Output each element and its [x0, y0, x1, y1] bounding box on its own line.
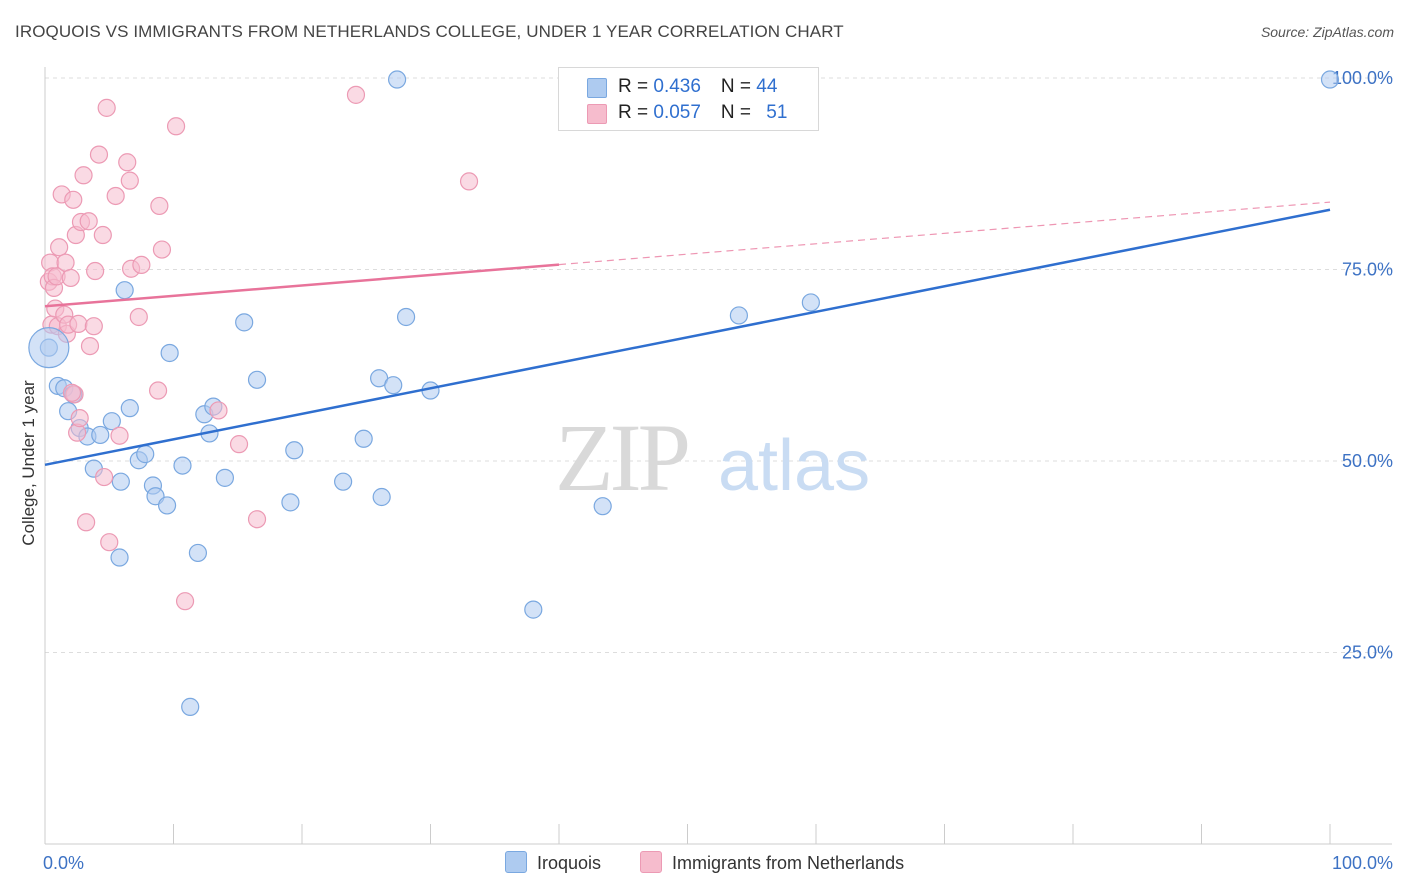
r-value: 0.057 [653, 102, 701, 123]
netherlands-point [209, 401, 228, 420]
netherlands-point [84, 317, 103, 336]
iroquois-point [334, 472, 353, 491]
iroquois-point [372, 487, 391, 507]
iroquois-point [396, 307, 416, 327]
netherlands-point [229, 435, 249, 454]
netherlands-point [56, 253, 75, 272]
iroquois-legend-label: Iroquois [537, 853, 602, 873]
netherlands-point [79, 212, 98, 231]
iroquois-point [215, 468, 234, 487]
netherlands-point [80, 337, 100, 356]
netherlands-point [118, 153, 137, 172]
netherlands-point [150, 196, 169, 216]
x-tick-label: 0.0% [43, 853, 84, 873]
netherlands-point [148, 381, 168, 400]
y-axis-label: College, Under 1 year [19, 380, 38, 546]
iroquois-point [136, 445, 155, 464]
y-tick-label: 25.0% [1342, 643, 1393, 663]
iroquois-legend-swatch [505, 851, 527, 873]
r-label: R = [618, 102, 654, 123]
netherlands-point [459, 172, 479, 191]
iroquois-trend-line [44, 208, 1331, 467]
netherlands-point [132, 255, 151, 275]
netherlands-legend-swatch [640, 851, 662, 873]
n-value: 44 [756, 76, 778, 97]
bottom-legend-netherlands: Immigrants from Netherlands [640, 851, 904, 874]
netherlands-point [110, 426, 129, 445]
iroquois-point [384, 376, 403, 395]
correlation-legend: R = 0.436 N = 44 R = 0.057 N = 51 [558, 67, 819, 131]
netherlands-swatch [587, 104, 607, 124]
netherlands-point [120, 171, 139, 190]
iroquois-point [285, 441, 304, 460]
netherlands-point [129, 307, 148, 327]
netherlands-point [106, 186, 125, 206]
chart-title: IROQUOIS VS IMMIGRANTS FROM NETHERLANDS … [15, 22, 844, 41]
iroquois-point [181, 697, 200, 716]
r-value: 0.436 [653, 76, 701, 97]
n-label: N = [720, 102, 757, 123]
iroquois-point [188, 543, 208, 563]
source-credit: Source: ZipAtlas.com [1260, 24, 1394, 40]
iroquois-point [354, 429, 373, 448]
iroquois-point [120, 399, 139, 418]
iroquois-point [157, 496, 177, 515]
iroquois-point [160, 343, 179, 363]
netherlands-point [95, 467, 114, 487]
netherlands-point [346, 85, 366, 104]
y-tick-label: 100.0% [1332, 68, 1393, 88]
watermark-zip: ZIP [555, 404, 688, 511]
watermark-atlas: atlas [718, 426, 870, 506]
iroquois-point [102, 412, 121, 431]
r-label: R = [618, 76, 654, 97]
iroquois-point [593, 497, 612, 516]
iroquois-point [235, 313, 254, 332]
netherlands-trend-line-extension [558, 201, 1331, 266]
netherlands-point [64, 190, 83, 209]
x-tick-label: 100.0% [1332, 853, 1393, 873]
iroquois-point [91, 425, 110, 445]
iroquois-point [801, 293, 820, 312]
iroquois-point [1320, 70, 1340, 89]
netherlands-point [97, 98, 116, 117]
iroquois-point [111, 472, 130, 491]
netherlands-point [50, 238, 69, 257]
iroquois-point [281, 493, 300, 512]
netherlands-point [61, 268, 80, 288]
netherlands-point [100, 533, 119, 552]
netherlands-legend-label: Immigrants from Netherlands [672, 853, 905, 873]
n-label: N = [720, 76, 757, 97]
y-tick-label: 50.0% [1342, 451, 1393, 471]
netherlands-point [62, 383, 82, 402]
iroquois-point [115, 281, 134, 300]
netherlands-point [77, 513, 96, 532]
netherlands-point [152, 240, 172, 259]
iroquois-point [524, 600, 543, 619]
netherlands-point [69, 314, 88, 333]
iroquois-point [387, 70, 407, 89]
netherlands-point [86, 261, 105, 281]
y-tick-label: 75.0% [1342, 260, 1393, 280]
iroquois-point [110, 548, 129, 567]
iroquois-point [247, 370, 267, 389]
netherlands-trend-line [44, 263, 560, 308]
netherlands-point [247, 510, 267, 529]
netherlands-point [70, 409, 89, 428]
iroquois-point-large [28, 327, 70, 369]
bottom-legend-iroquois: Iroquois [505, 851, 601, 874]
netherlands-point [74, 166, 93, 185]
netherlands-point [175, 592, 195, 611]
netherlands-point [93, 225, 112, 245]
iroquois-swatch [587, 78, 607, 98]
n-value: 51 [766, 102, 788, 123]
iroquois-point [729, 306, 749, 325]
netherlands-point [166, 117, 186, 136]
iroquois-point [173, 456, 192, 475]
netherlands-point [89, 145, 109, 164]
